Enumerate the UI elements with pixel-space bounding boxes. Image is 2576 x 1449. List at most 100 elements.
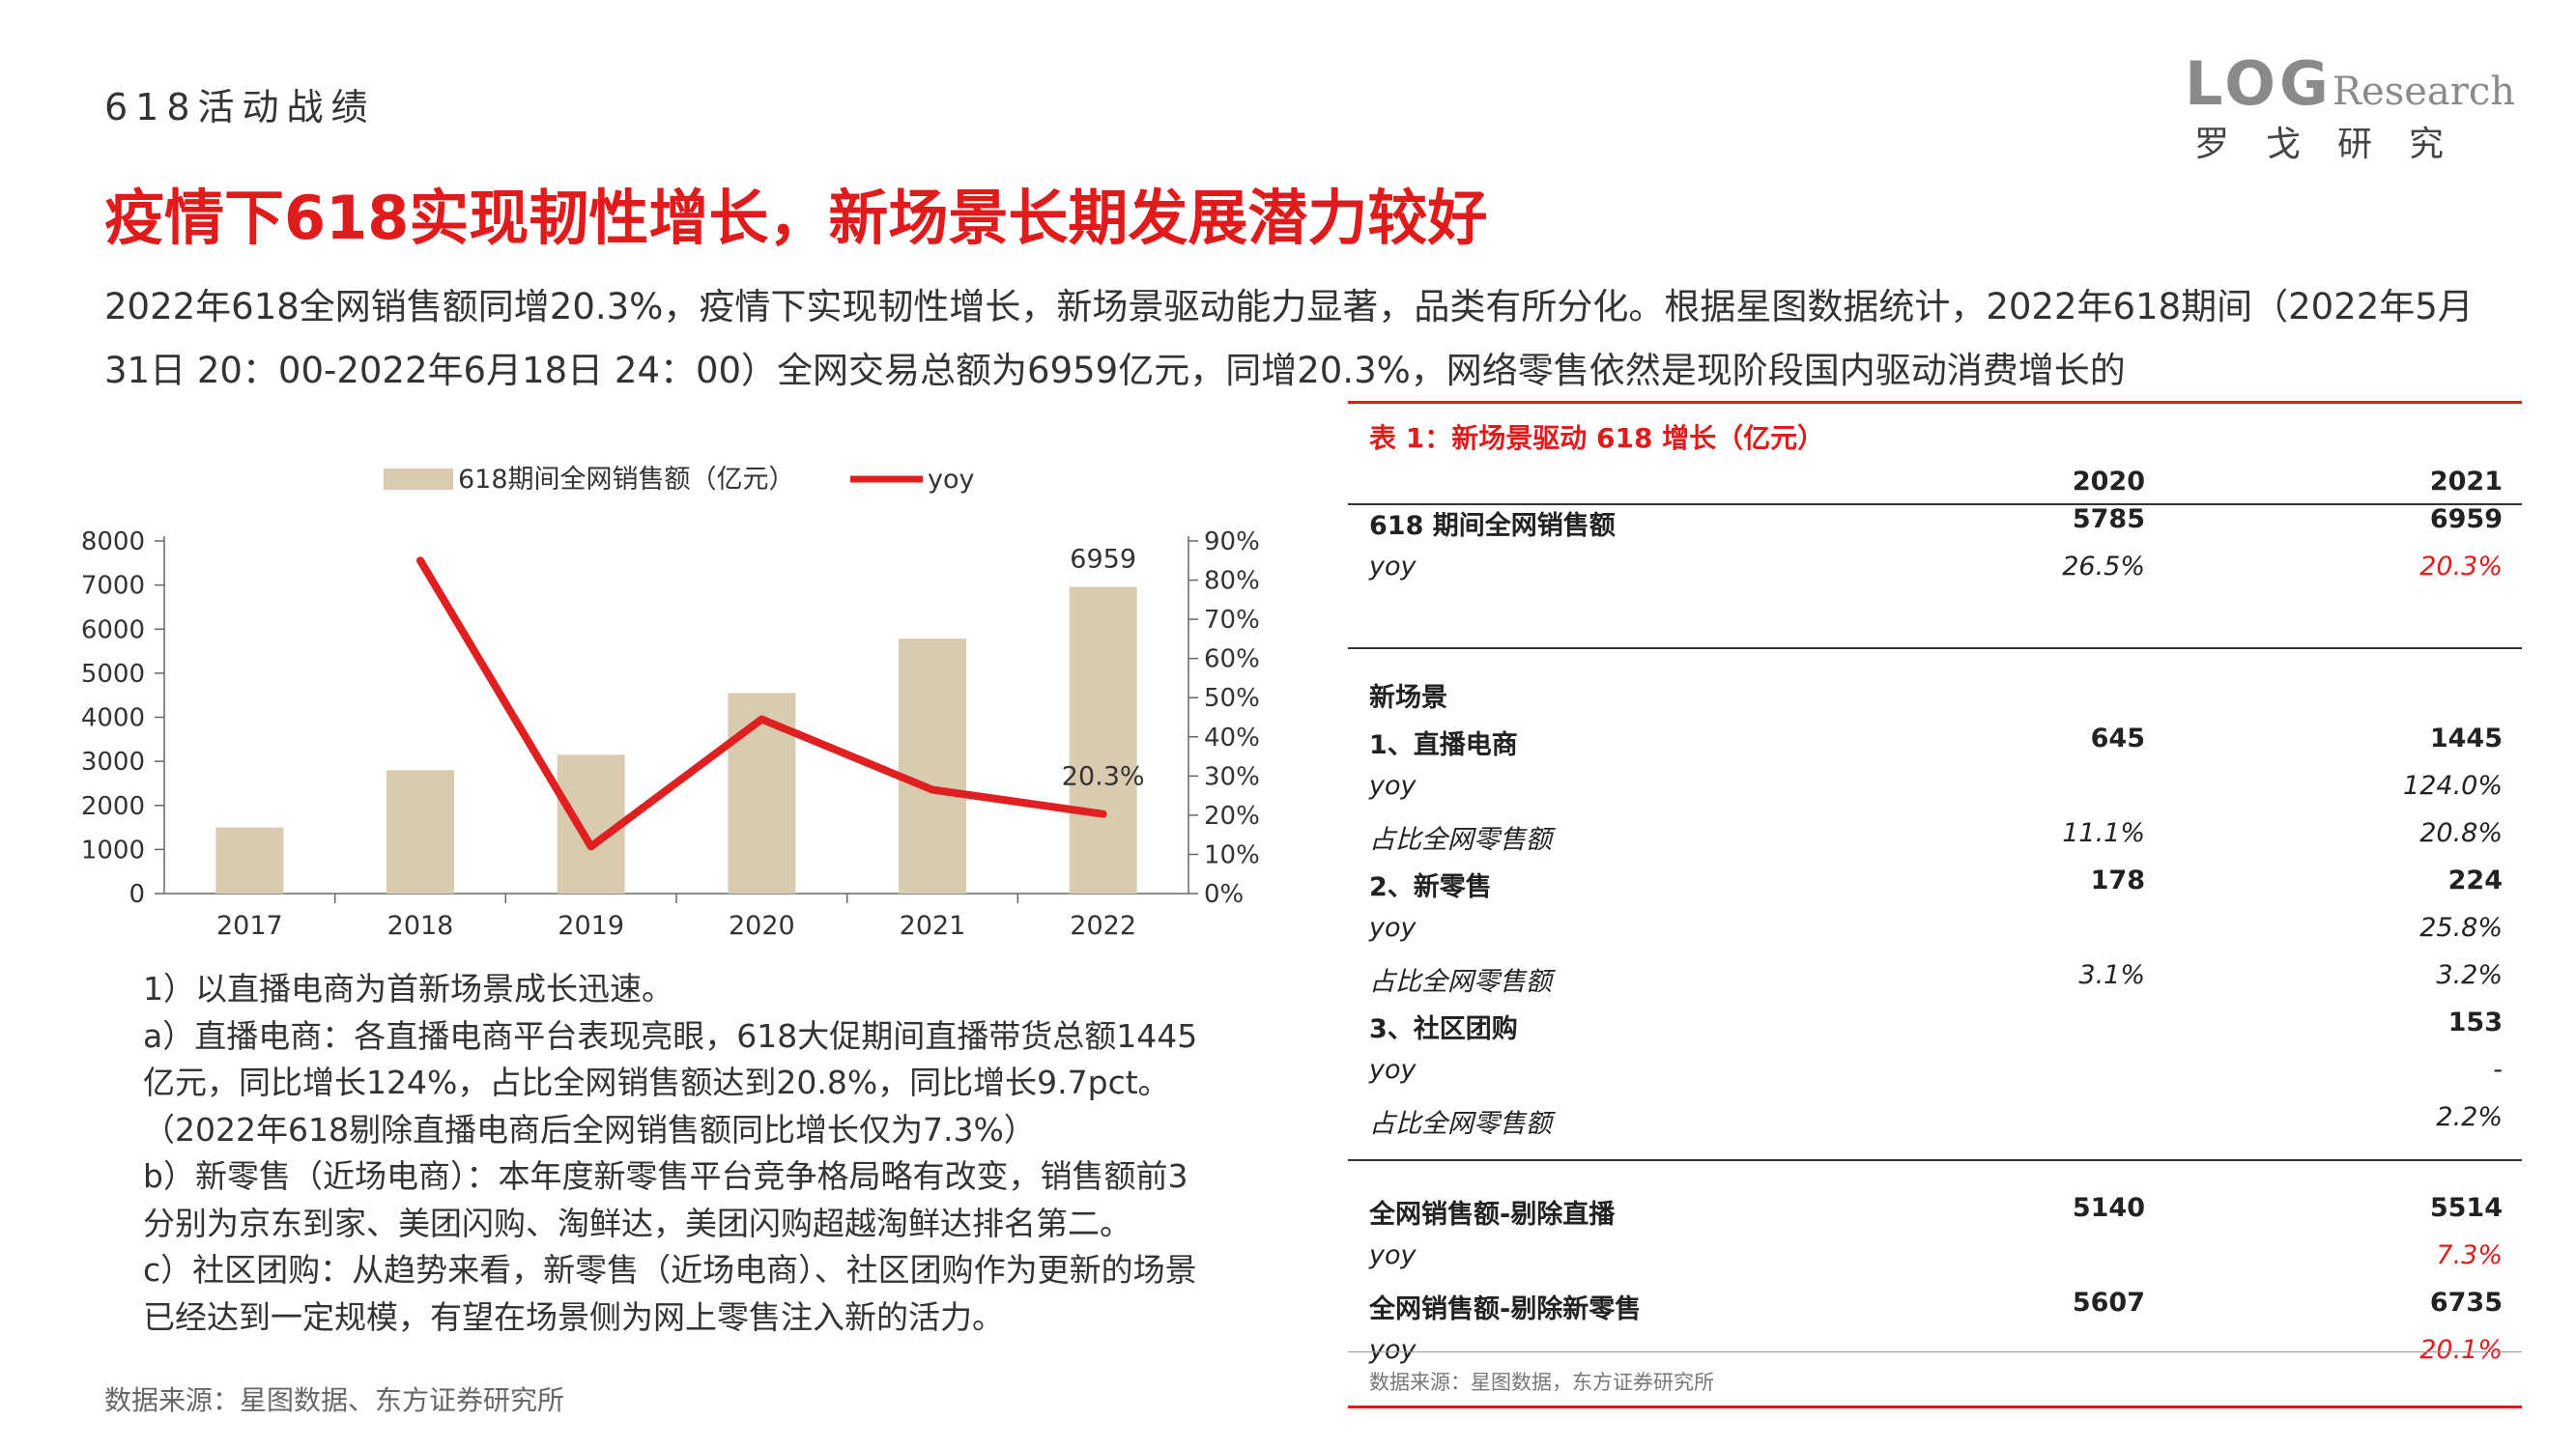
right-tick-label: 0% — [1204, 880, 1244, 909]
left-tick-label: 3000 — [81, 748, 145, 777]
right-tick-label: 50% — [1204, 684, 1260, 713]
bar-value-label: 6959 — [1070, 544, 1136, 574]
table-cell-2021: 2.2% — [2436, 1102, 2503, 1132]
right-tick-label: 70% — [1204, 606, 1260, 635]
line-series — [416, 556, 1107, 851]
table-row-label: 占比全网零售额 — [1369, 967, 1552, 997]
table-row-label: 全网销售额-剔除直播 — [1369, 1200, 1616, 1230]
page-headline: 疫情下618实现韧性增长，新场景长期发展潜力较好 — [104, 183, 1488, 253]
x-tick-label: 2021 — [900, 911, 966, 937]
table-col-header: 2021 — [2429, 467, 2503, 497]
table-cell-2021: 7.3% — [2436, 1240, 2503, 1270]
table-cell-2021: 6735 — [2429, 1288, 2503, 1318]
right-tick-label: 20% — [1204, 802, 1260, 831]
table-row-label: 占比全网零售额 — [1369, 825, 1552, 855]
table-cell-2020: 5140 — [2072, 1193, 2145, 1223]
table-row-label: yoy — [1369, 552, 1417, 582]
table-row-label: 618 期间全网销售额 — [1369, 511, 1616, 541]
right-tick-label: 60% — [1204, 645, 1260, 674]
bullet-line: a）直播电商：各直播电商平台表现亮眼，618大促期间直播带货总额1445 — [143, 1016, 1198, 1055]
sales-combo-chart: 618期间全网销售额（亿元） yoy 0 1000 2000 3000 4000 5000 6… — [81, 465, 1260, 937]
table-row-label: 2、新零售 — [1369, 872, 1492, 902]
table-row-label: yoy — [1369, 913, 1417, 943]
x-tick-label: 2018 — [387, 911, 454, 937]
section-label: 618活动战绩 — [104, 86, 376, 128]
table-cell-2020: 5607 — [2072, 1288, 2145, 1318]
bar-series — [215, 586, 1137, 894]
x-tick-label: 2017 — [216, 911, 283, 937]
yoy-point-2019 — [589, 845, 592, 848]
bar-2018 — [386, 770, 454, 894]
table-cell-2021: 5514 — [2429, 1193, 2503, 1223]
table-header-rule — [1348, 503, 2522, 505]
table-cell-2020: 5785 — [2072, 504, 2145, 534]
bullet-line: 已经达到一定规模，有望在场景侧为网上零售注入新的活力。 — [143, 1297, 1004, 1336]
left-tick-label: 4000 — [81, 704, 145, 733]
table-cell-2021: 1445 — [2429, 724, 2503, 753]
chart-legend: 618期间全网销售额（亿元） yoy — [384, 465, 974, 495]
chart-annotations: 6959 20.3% — [1062, 544, 1145, 791]
table-row-label: 占比全网零售额 — [1369, 1109, 1552, 1139]
bar-2021 — [899, 639, 966, 894]
bar-2019 — [557, 754, 625, 894]
table-cell-2021: 20.8% — [2419, 818, 2503, 848]
table-cell-2021: 6959 — [2429, 504, 2503, 534]
table-cell-2021: 153 — [2447, 1008, 2503, 1037]
table-cell-2020: 26.5% — [2062, 552, 2145, 582]
table-end-rule — [1348, 1406, 2522, 1408]
table-row-label: 全网销售额-剔除新零售 — [1369, 1294, 1642, 1324]
table-cell-2020: 178 — [2090, 866, 2145, 895]
bullet-line: 亿元，同比增长124%，占比全网销售额达到20.8%，同比增长9.7pct。 — [143, 1064, 1170, 1101]
table-row-label: yoy — [1369, 771, 1417, 801]
right-tick-label: 30% — [1204, 762, 1260, 791]
table-section-rule — [1348, 647, 2522, 649]
chart-source-note: 数据来源：星图数据、东方证券研究所 — [104, 1384, 565, 1416]
bullet-line: 1）以直播电商为首新场景成长迅速。 — [143, 970, 673, 1008]
x-tick-label: 2022 — [1070, 911, 1136, 937]
table-section-rule — [1348, 1159, 2522, 1161]
logo-chinese-name: 罗戈研究 — [2194, 125, 2481, 164]
table-row-label: 新场景 — [1369, 683, 1447, 713]
table-col-header: 2020 — [2072, 467, 2145, 497]
logo-wordmark: LOGResearch — [2185, 48, 2515, 119]
legend-line-label: yoy — [928, 465, 974, 495]
table-bottom-rule — [1348, 1351, 2522, 1352]
yoy-point-2020 — [760, 718, 763, 721]
left-tick-label: 8000 — [81, 527, 145, 556]
left-tick-label: 5000 — [81, 660, 145, 689]
table-cell-2021: 20.3% — [2419, 552, 2503, 582]
intro-paragraph: 2022年618全网销售额同增20.3%，疫情下实现韧性增长，新场景驱动能力显著… — [104, 286, 2474, 391]
left-tick-label: 7000 — [81, 572, 145, 601]
logo-word-main: LOG — [2185, 48, 2333, 119]
table-row-label: 1、直播电商 — [1369, 730, 1518, 760]
bullet-line: b）新零售（近场电商）：本年度新零售平台竞争格局略有改变，销售额前3 — [143, 1157, 1188, 1195]
bar-2022 — [1069, 586, 1137, 894]
left-tick-label: 2000 — [81, 792, 145, 821]
x-tick-label: 2019 — [558, 911, 624, 937]
data-table: 表 1：新场景驱动 618 增长（亿元） 2020 2021 618 期间全网销… — [1348, 401, 2522, 1420]
bar-2017 — [215, 827, 284, 894]
table-row-label: 3、社区团购 — [1369, 1014, 1518, 1044]
right-tick-label: 90% — [1204, 527, 1260, 556]
yoy-point-2018 — [419, 559, 421, 562]
yoy-point-2022 — [1102, 812, 1104, 815]
bullet-line: c）社区团购：从趋势来看，新零售（近场电商）、社区团购作为更新的场景 — [143, 1251, 1197, 1289]
right-tick-label: 80% — [1204, 567, 1260, 596]
logo-word-sub: Research — [2332, 70, 2516, 114]
line-value-label: 20.3% — [1062, 762, 1145, 792]
table-source-note: 数据来源：星图数据，东方证券研究所 — [1369, 1371, 1714, 1394]
table-cell-2020: 11.1% — [2062, 818, 2145, 848]
bullet-line: 分别为京东到家、美团闪购、淘鲜达，美团闪购超越淘鲜达排名第二。 — [143, 1204, 1131, 1242]
table-cell-2021: 25.8% — [2419, 913, 2503, 943]
table-cell-2021: 124.0% — [2403, 771, 2503, 801]
right-tick-label: 10% — [1204, 840, 1260, 869]
left-tick-label: 1000 — [81, 836, 145, 865]
brand-logo: LOGResearch 罗戈研究 — [2185, 48, 2515, 164]
left-tick-label: 0 — [129, 880, 145, 909]
yoy-point-2021 — [931, 788, 933, 791]
table-top-rule — [1348, 401, 2522, 404]
table-title: 表 1：新场景驱动 618 增长（亿元） — [1369, 422, 1825, 454]
table-cell-2020: 645 — [2090, 724, 2145, 753]
table-cell-2021: - — [2493, 1055, 2503, 1085]
x-tick-label: 2020 — [729, 911, 795, 937]
